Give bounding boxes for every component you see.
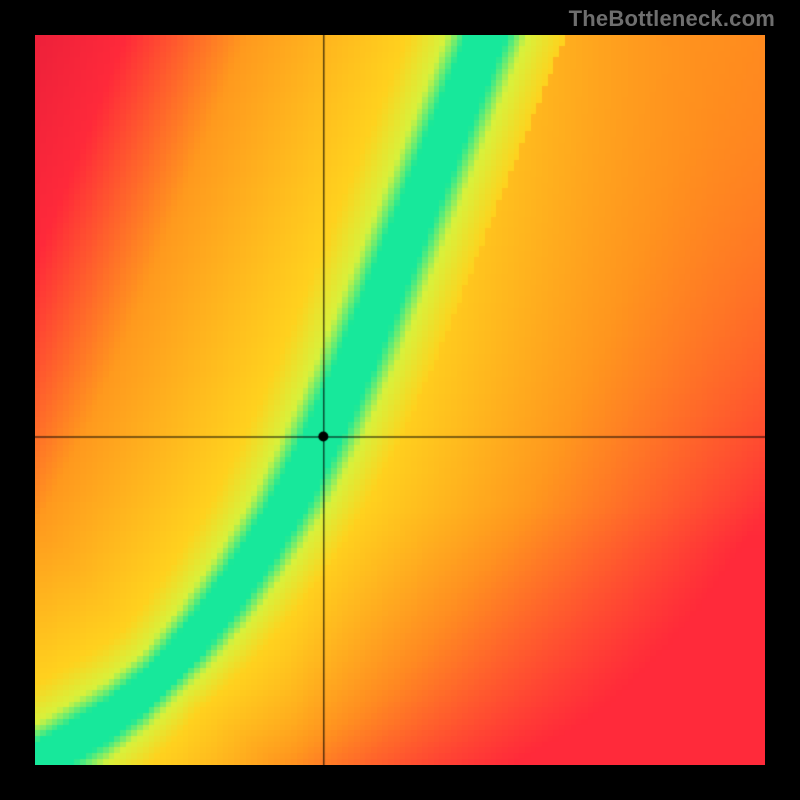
watermark-text: TheBottleneck.com [569,6,775,32]
bottleneck-heatmap [35,35,765,765]
